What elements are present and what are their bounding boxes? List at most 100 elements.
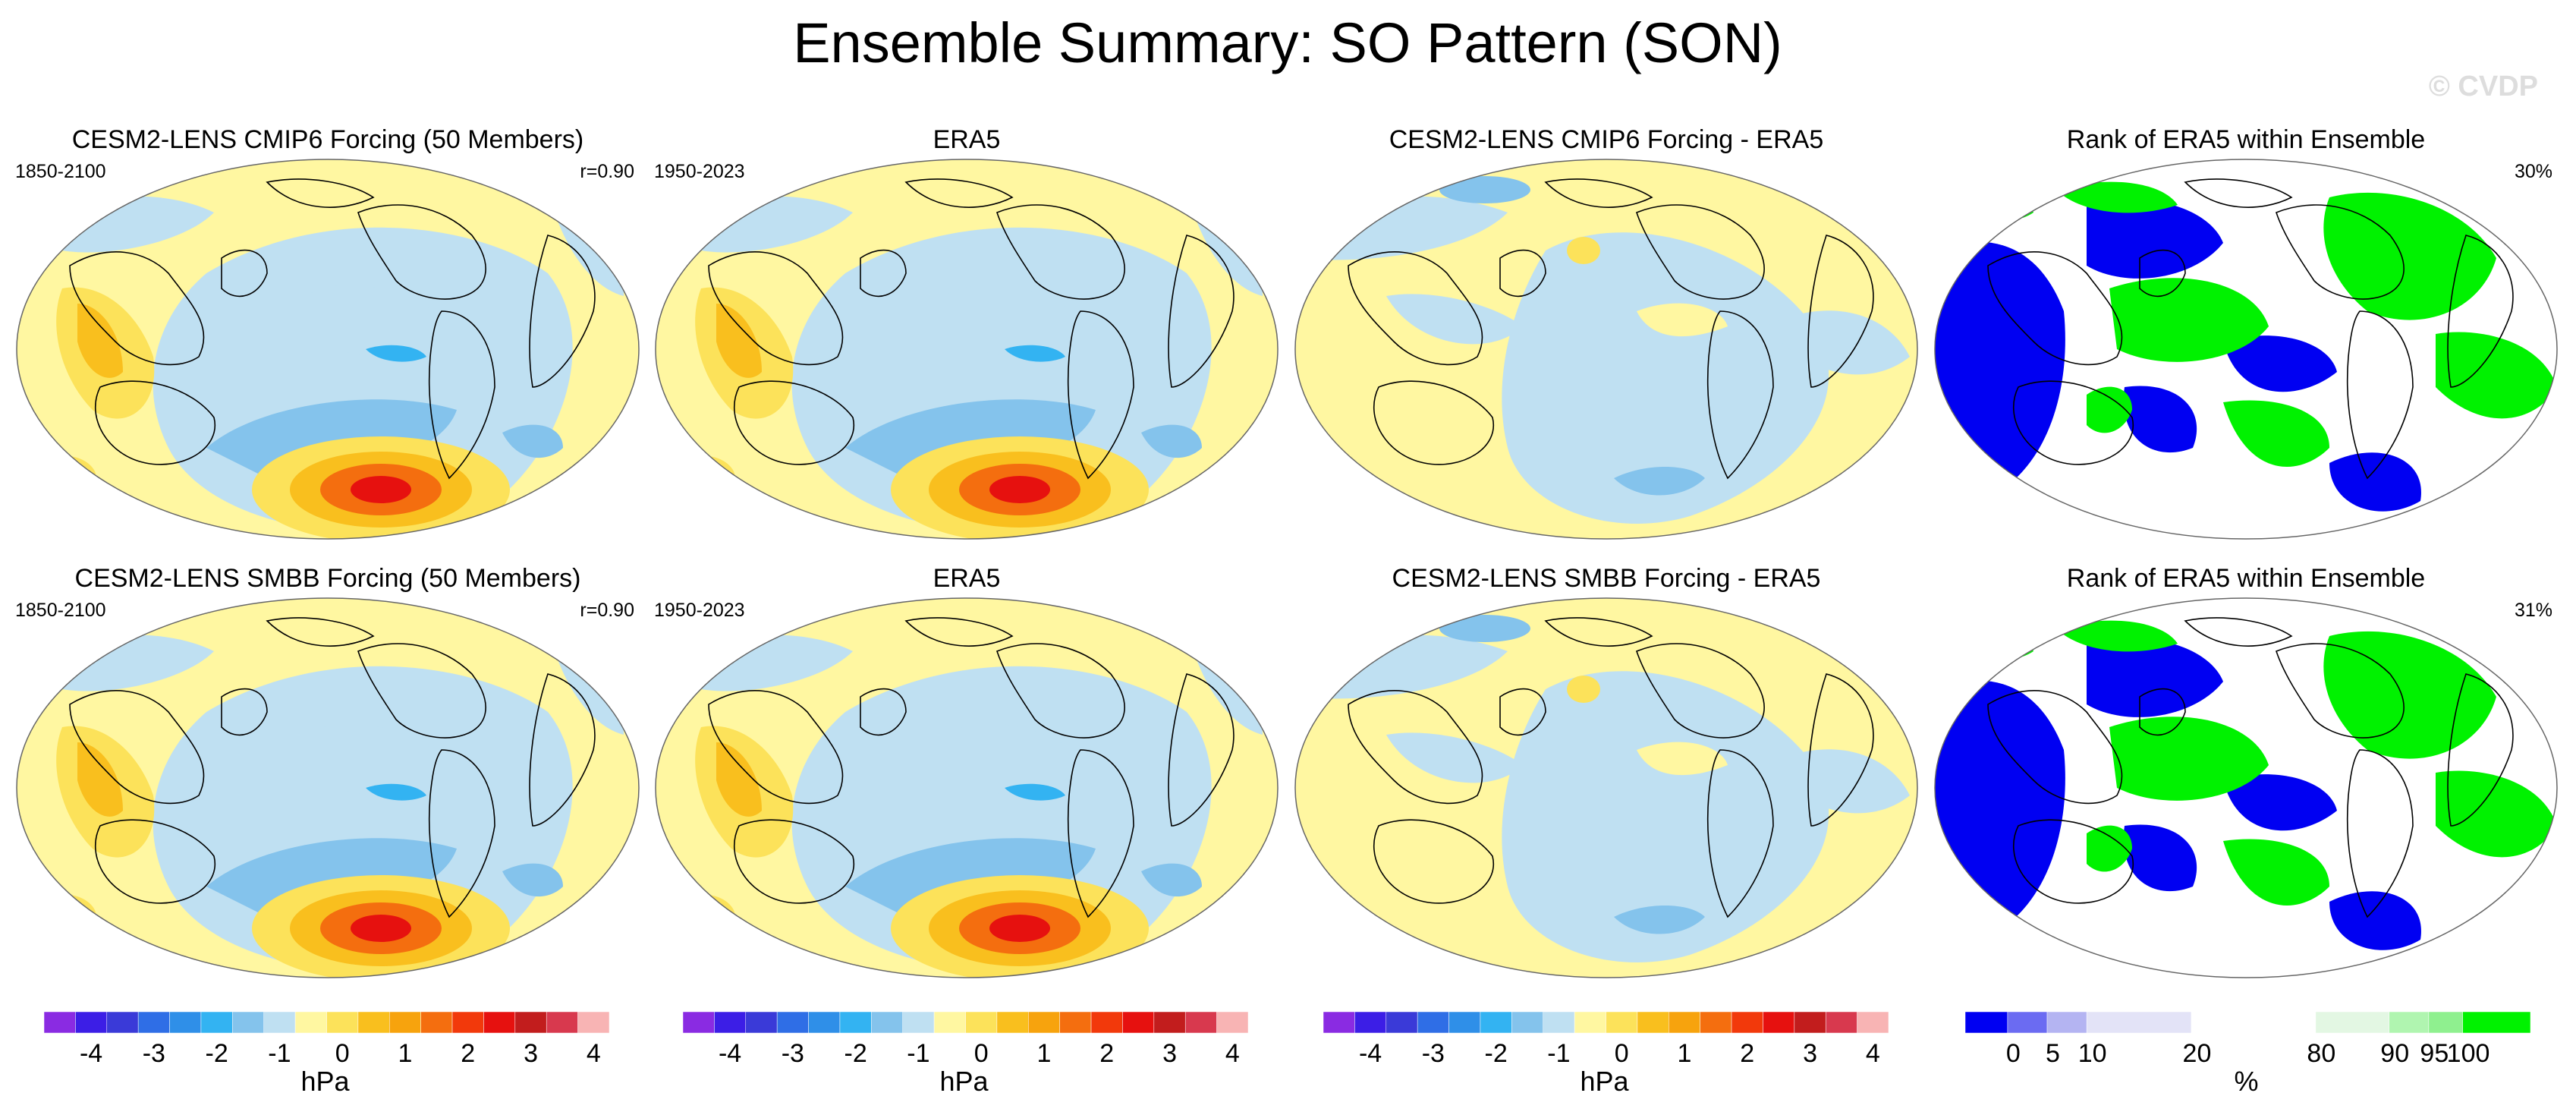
colorbar-swatch bbox=[808, 1011, 841, 1034]
globe-map bbox=[16, 159, 640, 540]
colorbar-swatch bbox=[357, 1011, 390, 1034]
stat-label: 30% bbox=[2515, 161, 2552, 182]
stat-label: r=0.90 bbox=[580, 161, 634, 182]
map-panel: ERA5 1950-2023 bbox=[654, 125, 1279, 540]
colorbar-swatch bbox=[1511, 1011, 1543, 1034]
globe-map bbox=[16, 597, 640, 978]
colorbar-swatch bbox=[996, 1011, 1029, 1034]
coastline bbox=[428, 310, 495, 480]
globe-outline bbox=[1934, 597, 2558, 978]
colorbar-swatch bbox=[577, 1011, 610, 1034]
coastline bbox=[2346, 749, 2414, 918]
map-panel: CESM2-LENS CMIP6 Forcing - ERA5 bbox=[1294, 125, 1918, 540]
coastline bbox=[1987, 251, 2123, 366]
colorbar-tick-label: 0 bbox=[2006, 1039, 2021, 1068]
colorbar-tick-label: -3 bbox=[143, 1039, 165, 1068]
colorbar-swatch bbox=[294, 1011, 327, 1034]
colorbar-swatch bbox=[1794, 1011, 1826, 1034]
globe-map bbox=[1934, 159, 2558, 540]
colorbar-tick-label: -2 bbox=[845, 1039, 867, 1068]
map-panel: Rank of ERA5 within Ensemble 30% bbox=[1934, 125, 2558, 540]
globe-outline bbox=[655, 597, 1279, 978]
colorbar-swatch bbox=[1028, 1011, 1060, 1034]
period-label: 1950-2023 bbox=[654, 600, 745, 621]
colorbar-swatch bbox=[714, 1011, 747, 1034]
field-shading bbox=[17, 159, 639, 539]
colorbar-swatch bbox=[871, 1011, 903, 1034]
coastline bbox=[2447, 235, 2514, 388]
colorbar-swatch bbox=[137, 1011, 170, 1034]
colorbar-swatch bbox=[1964, 1011, 2008, 1034]
colorbar-tick-label: -1 bbox=[268, 1039, 291, 1068]
coastline bbox=[94, 380, 216, 465]
stat-label: r=0.90 bbox=[580, 600, 634, 621]
coastline bbox=[266, 617, 375, 647]
colorbar-swatch bbox=[1669, 1011, 1700, 1034]
coastline bbox=[996, 643, 1125, 739]
coastline bbox=[708, 251, 844, 366]
coastline bbox=[1348, 251, 1483, 366]
globe-map bbox=[655, 159, 1279, 540]
colorbar-tick-label: 1 bbox=[1037, 1039, 1052, 1068]
colorbar-tick-label: -2 bbox=[1485, 1039, 1508, 1068]
colorbar-unit-label: hPa bbox=[300, 1066, 350, 1097]
coastline bbox=[1636, 204, 1765, 300]
coastline bbox=[529, 235, 596, 388]
coastline bbox=[2447, 673, 2514, 827]
coastline bbox=[1499, 688, 1546, 736]
coastline bbox=[1499, 249, 1546, 298]
colorbar-swatch bbox=[1543, 1011, 1575, 1034]
colorbar-row: -4 -3 -2 -1 0 1 2 3 4 hPa -4 -3 -2 -1 0 1 2 3 4 hPa -4 -3 -2 -1… bbox=[43, 1011, 2531, 1097]
coastline bbox=[1544, 178, 1653, 208]
coastline bbox=[69, 251, 205, 366]
colorbar-swatch bbox=[2462, 1011, 2531, 1034]
colorbar-tick-label: 4 bbox=[1866, 1039, 1880, 1068]
colorbar-swatch bbox=[106, 1011, 139, 1034]
colorbar-swatch bbox=[1323, 1011, 1355, 1034]
map-panel: CESM2-LENS CMIP6 Forcing (50 Members) 185… bbox=[15, 125, 640, 540]
panel-title: Rank of ERA5 within Ensemble bbox=[2067, 564, 2425, 593]
contour-fill bbox=[1295, 598, 1917, 978]
coastline bbox=[1168, 673, 1235, 827]
colorbar-swatch bbox=[263, 1011, 296, 1034]
colorbar-tick-label: -4 bbox=[1359, 1039, 1382, 1068]
coastline bbox=[1373, 380, 1495, 465]
colorbar-swatch bbox=[1216, 1011, 1249, 1034]
colorbar-swatch bbox=[1090, 1011, 1123, 1034]
coastline bbox=[2276, 204, 2405, 300]
colorbar-tick-label: -1 bbox=[1547, 1039, 1570, 1068]
coastline bbox=[2139, 249, 2186, 298]
coastline bbox=[1373, 819, 1495, 904]
coastline bbox=[2012, 380, 2134, 465]
globe-outline bbox=[1294, 159, 1918, 540]
colorbar-swatch bbox=[1417, 1011, 1449, 1034]
colorbar-swatch bbox=[965, 1011, 998, 1034]
panel-title: CESM2-LENS CMIP6 Forcing - ERA5 bbox=[1389, 125, 1824, 154]
colorbar-swatch bbox=[546, 1011, 578, 1034]
colorbar-swatch bbox=[389, 1011, 421, 1034]
main-title: Ensemble Summary: SO Pattern (SON) bbox=[793, 11, 1782, 74]
colorbar-swatch bbox=[169, 1011, 202, 1034]
coastline bbox=[1348, 690, 1483, 805]
colorbar-swatch bbox=[2315, 1011, 2389, 1034]
coastline bbox=[1807, 673, 1874, 827]
coastline bbox=[1807, 235, 1874, 388]
colorbar-swatch bbox=[933, 1011, 966, 1034]
colorbar-tick-label: 3 bbox=[524, 1039, 538, 1068]
colorbar-swatch bbox=[1059, 1011, 1092, 1034]
colorbar-tick-label: -2 bbox=[206, 1039, 228, 1068]
panel-title: Rank of ERA5 within Ensemble bbox=[2067, 125, 2425, 154]
colorbar-swatch bbox=[43, 1011, 76, 1034]
stat-label: 31% bbox=[2515, 600, 2552, 621]
colorbar-swatch bbox=[1825, 1011, 1857, 1034]
coastline bbox=[2184, 178, 2293, 208]
colorbar-swatch bbox=[514, 1011, 547, 1034]
field-shading bbox=[656, 598, 1278, 978]
contour-fill bbox=[1295, 159, 1917, 539]
colorbar-swatch bbox=[1857, 1011, 1889, 1034]
colorbar-tick-label: 90 bbox=[2380, 1039, 2409, 1068]
map-panel: Rank of ERA5 within Ensemble 31% bbox=[1934, 564, 2558, 978]
coastline bbox=[221, 688, 268, 736]
panel-title: CESM2-LENS CMIP6 Forcing (50 Members) bbox=[72, 125, 584, 154]
